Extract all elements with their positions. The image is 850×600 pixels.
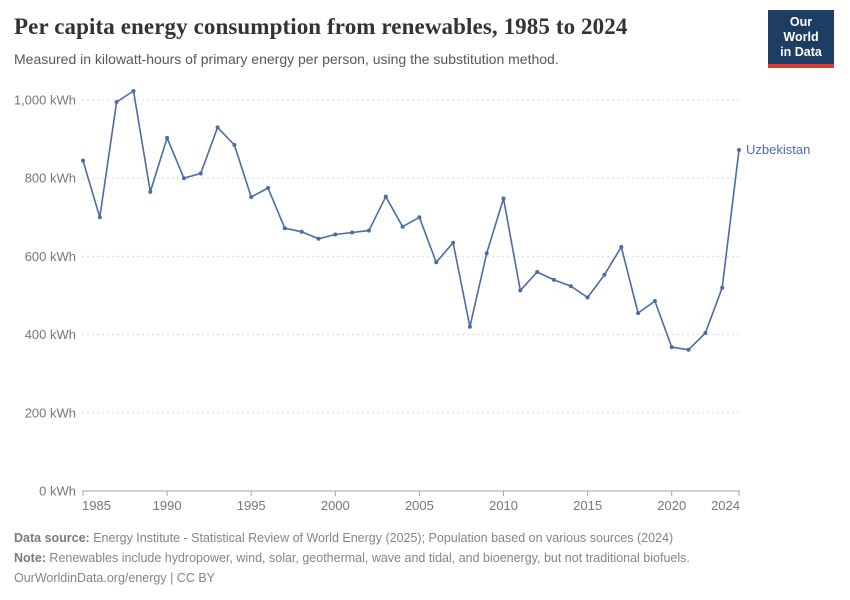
data-point[interactable] <box>316 236 321 241</box>
note-line: Note: Renewables include hydropower, win… <box>14 548 834 568</box>
owid-logo[interactable]: Our World in Data <box>768 10 834 68</box>
data-point[interactable] <box>232 143 237 147</box>
x-tick-label: 2024 <box>711 498 740 513</box>
y-tick-label: 1,000 kWh <box>14 93 76 108</box>
page-title: Per capita energy consumption from renew… <box>14 14 628 39</box>
y-tick-label: 200 kWh <box>25 405 76 420</box>
data-point[interactable] <box>299 229 304 234</box>
data-point[interactable] <box>451 240 456 245</box>
data-point[interactable] <box>350 230 355 235</box>
data-point[interactable] <box>366 228 371 233</box>
data-point[interactable] <box>518 288 523 293</box>
x-tick-label: 2000 <box>321 498 350 513</box>
page-subtitle: Measured in kilowatt-hours of primary en… <box>14 51 559 67</box>
y-tick-label: 600 kWh <box>25 249 76 264</box>
data-point[interactable] <box>568 284 573 289</box>
data-point[interactable] <box>282 226 287 231</box>
data-point[interactable] <box>484 251 489 256</box>
data-point[interactable] <box>703 331 708 335</box>
series-line <box>82 90 740 351</box>
data-point[interactable] <box>434 260 439 265</box>
data-point[interactable] <box>266 186 270 190</box>
data-source-text: Energy Institute - Statistical Review of… <box>89 531 674 545</box>
data-point[interactable] <box>97 215 102 220</box>
owid-logo-line1: Our World <box>783 15 819 44</box>
data-point[interactable] <box>737 148 741 152</box>
data-point[interactable] <box>400 224 405 229</box>
x-tick-label: 2010 <box>489 498 518 513</box>
chart-footer: Data source: Energy Institute - Statisti… <box>14 528 834 588</box>
data-point[interactable] <box>669 345 674 350</box>
x-tick-label: 2020 <box>657 498 686 513</box>
y-tick-label: 800 kWh <box>25 171 76 186</box>
data-point[interactable] <box>501 196 506 201</box>
data-point[interactable] <box>81 158 85 163</box>
data-point[interactable] <box>467 324 472 329</box>
series-label: Uzbekistan <box>746 142 810 157</box>
data-point[interactable] <box>165 135 170 140</box>
x-tick-label: 1990 <box>153 498 182 513</box>
data-point[interactable] <box>333 232 338 237</box>
data-point[interactable] <box>181 176 186 181</box>
data-point[interactable] <box>249 195 254 199</box>
data-point[interactable] <box>720 285 725 290</box>
data-point[interactable] <box>619 245 624 249</box>
data-point[interactable] <box>552 277 556 282</box>
x-tick-label: 2005 <box>405 498 434 513</box>
note-text: Renewables include hydropower, wind, sol… <box>45 551 690 565</box>
data-point[interactable] <box>198 171 203 176</box>
data-point[interactable] <box>585 295 590 300</box>
license-link[interactable]: OurWorldinData.org/energy | CC BY <box>14 571 216 585</box>
data-point[interactable] <box>602 272 607 277</box>
data-point[interactable] <box>417 215 422 220</box>
owid-logo-line2: in Data <box>780 45 822 59</box>
data-point[interactable] <box>215 125 220 130</box>
note-label: Note: <box>14 551 46 565</box>
y-tick-label: 400 kWh <box>25 327 76 342</box>
y-tick-label: 0 kWh <box>39 484 76 499</box>
data-source-line: Data source: Energy Institute - Statisti… <box>14 528 834 548</box>
data-point[interactable] <box>686 347 691 352</box>
data-point[interactable] <box>652 299 657 303</box>
data-point[interactable] <box>114 100 119 104</box>
data-point[interactable] <box>636 311 641 316</box>
data-point[interactable] <box>383 194 388 199</box>
x-tick-label: 1985 <box>82 498 111 513</box>
data-point[interactable] <box>535 270 540 274</box>
x-tick-label: 2015 <box>573 498 602 513</box>
data-point[interactable] <box>131 89 136 93</box>
x-tick-label: 1995 <box>237 498 266 513</box>
data-point[interactable] <box>148 189 153 194</box>
data-source-label: Data source: <box>14 531 90 545</box>
line-chart[interactable]: 0 kWh 200 kWh 400 kWh 600 kWh 800 kWh 1,000 k… <box>0 85 850 530</box>
